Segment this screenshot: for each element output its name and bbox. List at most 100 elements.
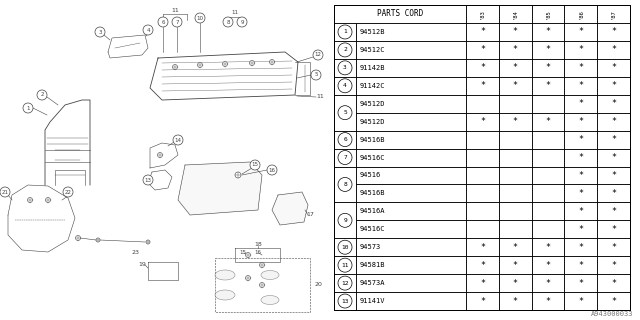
- Bar: [334, 238, 356, 256]
- Text: 7: 7: [343, 155, 347, 160]
- Circle shape: [338, 240, 352, 254]
- Bar: [334, 41, 356, 59]
- Text: 5: 5: [343, 110, 347, 115]
- Bar: [532, 95, 564, 113]
- Circle shape: [338, 43, 352, 57]
- Text: '86: '86: [579, 9, 583, 19]
- Bar: [597, 166, 630, 184]
- Text: *: *: [545, 45, 550, 54]
- Text: *: *: [579, 207, 583, 216]
- Bar: [499, 238, 532, 256]
- Bar: [356, 220, 466, 238]
- Bar: [597, 220, 630, 238]
- Circle shape: [63, 187, 73, 197]
- Bar: [499, 220, 532, 238]
- Bar: [597, 238, 630, 256]
- Circle shape: [96, 238, 100, 242]
- Circle shape: [338, 150, 352, 164]
- Bar: [466, 23, 499, 41]
- Bar: [532, 220, 564, 238]
- Circle shape: [338, 276, 352, 290]
- Text: 94573: 94573: [360, 244, 381, 250]
- Bar: [466, 184, 499, 202]
- Text: *: *: [545, 279, 550, 288]
- Text: *: *: [611, 207, 616, 216]
- Circle shape: [76, 236, 81, 241]
- Bar: [499, 41, 532, 59]
- Circle shape: [198, 62, 202, 68]
- Text: *: *: [579, 243, 583, 252]
- Bar: [334, 77, 356, 95]
- Bar: [356, 238, 466, 256]
- Text: 23: 23: [131, 250, 139, 254]
- Bar: [597, 41, 630, 59]
- Text: 91141V: 91141V: [360, 298, 385, 304]
- Bar: [334, 23, 356, 41]
- Text: 21: 21: [1, 189, 8, 195]
- Text: PARTS CORD: PARTS CORD: [377, 10, 423, 19]
- Circle shape: [172, 17, 182, 27]
- Bar: [334, 59, 356, 77]
- Text: *: *: [545, 117, 550, 126]
- Text: 94516A: 94516A: [360, 208, 385, 214]
- Text: *: *: [545, 28, 550, 36]
- Text: 94512C: 94512C: [360, 47, 385, 53]
- Bar: [499, 95, 532, 113]
- Text: 5: 5: [314, 73, 317, 77]
- Text: *: *: [611, 99, 616, 108]
- Text: *: *: [480, 28, 485, 36]
- Bar: [532, 113, 564, 131]
- Text: 94581B: 94581B: [360, 262, 385, 268]
- Circle shape: [269, 60, 275, 65]
- Bar: [564, 220, 597, 238]
- Text: 11: 11: [316, 94, 324, 100]
- Bar: [356, 95, 466, 113]
- Bar: [564, 23, 597, 41]
- Bar: [532, 59, 564, 77]
- Bar: [564, 256, 597, 274]
- Bar: [597, 274, 630, 292]
- Text: *: *: [480, 261, 485, 270]
- Circle shape: [338, 132, 352, 147]
- Text: 7: 7: [175, 20, 179, 25]
- Circle shape: [195, 13, 205, 23]
- Text: *: *: [579, 63, 583, 72]
- Bar: [466, 148, 499, 166]
- Bar: [499, 131, 532, 148]
- Bar: [564, 95, 597, 113]
- Bar: [564, 166, 597, 184]
- Bar: [356, 148, 466, 166]
- Circle shape: [173, 65, 177, 69]
- Circle shape: [250, 160, 260, 170]
- Text: *: *: [611, 45, 616, 54]
- Bar: [466, 220, 499, 238]
- Text: *: *: [480, 243, 485, 252]
- Bar: [466, 238, 499, 256]
- Polygon shape: [178, 162, 262, 215]
- Text: 1: 1: [343, 29, 347, 35]
- Bar: [499, 292, 532, 310]
- Bar: [532, 256, 564, 274]
- Bar: [499, 23, 532, 41]
- Text: *: *: [480, 279, 485, 288]
- Text: 94516C: 94516C: [360, 226, 385, 232]
- Text: *: *: [579, 153, 583, 162]
- Bar: [466, 59, 499, 77]
- Text: 11: 11: [341, 263, 349, 268]
- Text: *: *: [545, 261, 550, 270]
- Text: *: *: [480, 81, 485, 90]
- Text: 11: 11: [171, 7, 179, 12]
- Circle shape: [250, 60, 255, 66]
- Text: *: *: [611, 153, 616, 162]
- Bar: [564, 131, 597, 148]
- Circle shape: [338, 177, 352, 191]
- Bar: [532, 23, 564, 41]
- Bar: [499, 202, 532, 220]
- Text: '85: '85: [545, 9, 550, 19]
- Bar: [597, 184, 630, 202]
- Bar: [356, 202, 466, 220]
- Text: *: *: [545, 297, 550, 306]
- Text: 10: 10: [341, 245, 349, 250]
- Circle shape: [223, 61, 227, 67]
- Text: 4: 4: [147, 28, 150, 33]
